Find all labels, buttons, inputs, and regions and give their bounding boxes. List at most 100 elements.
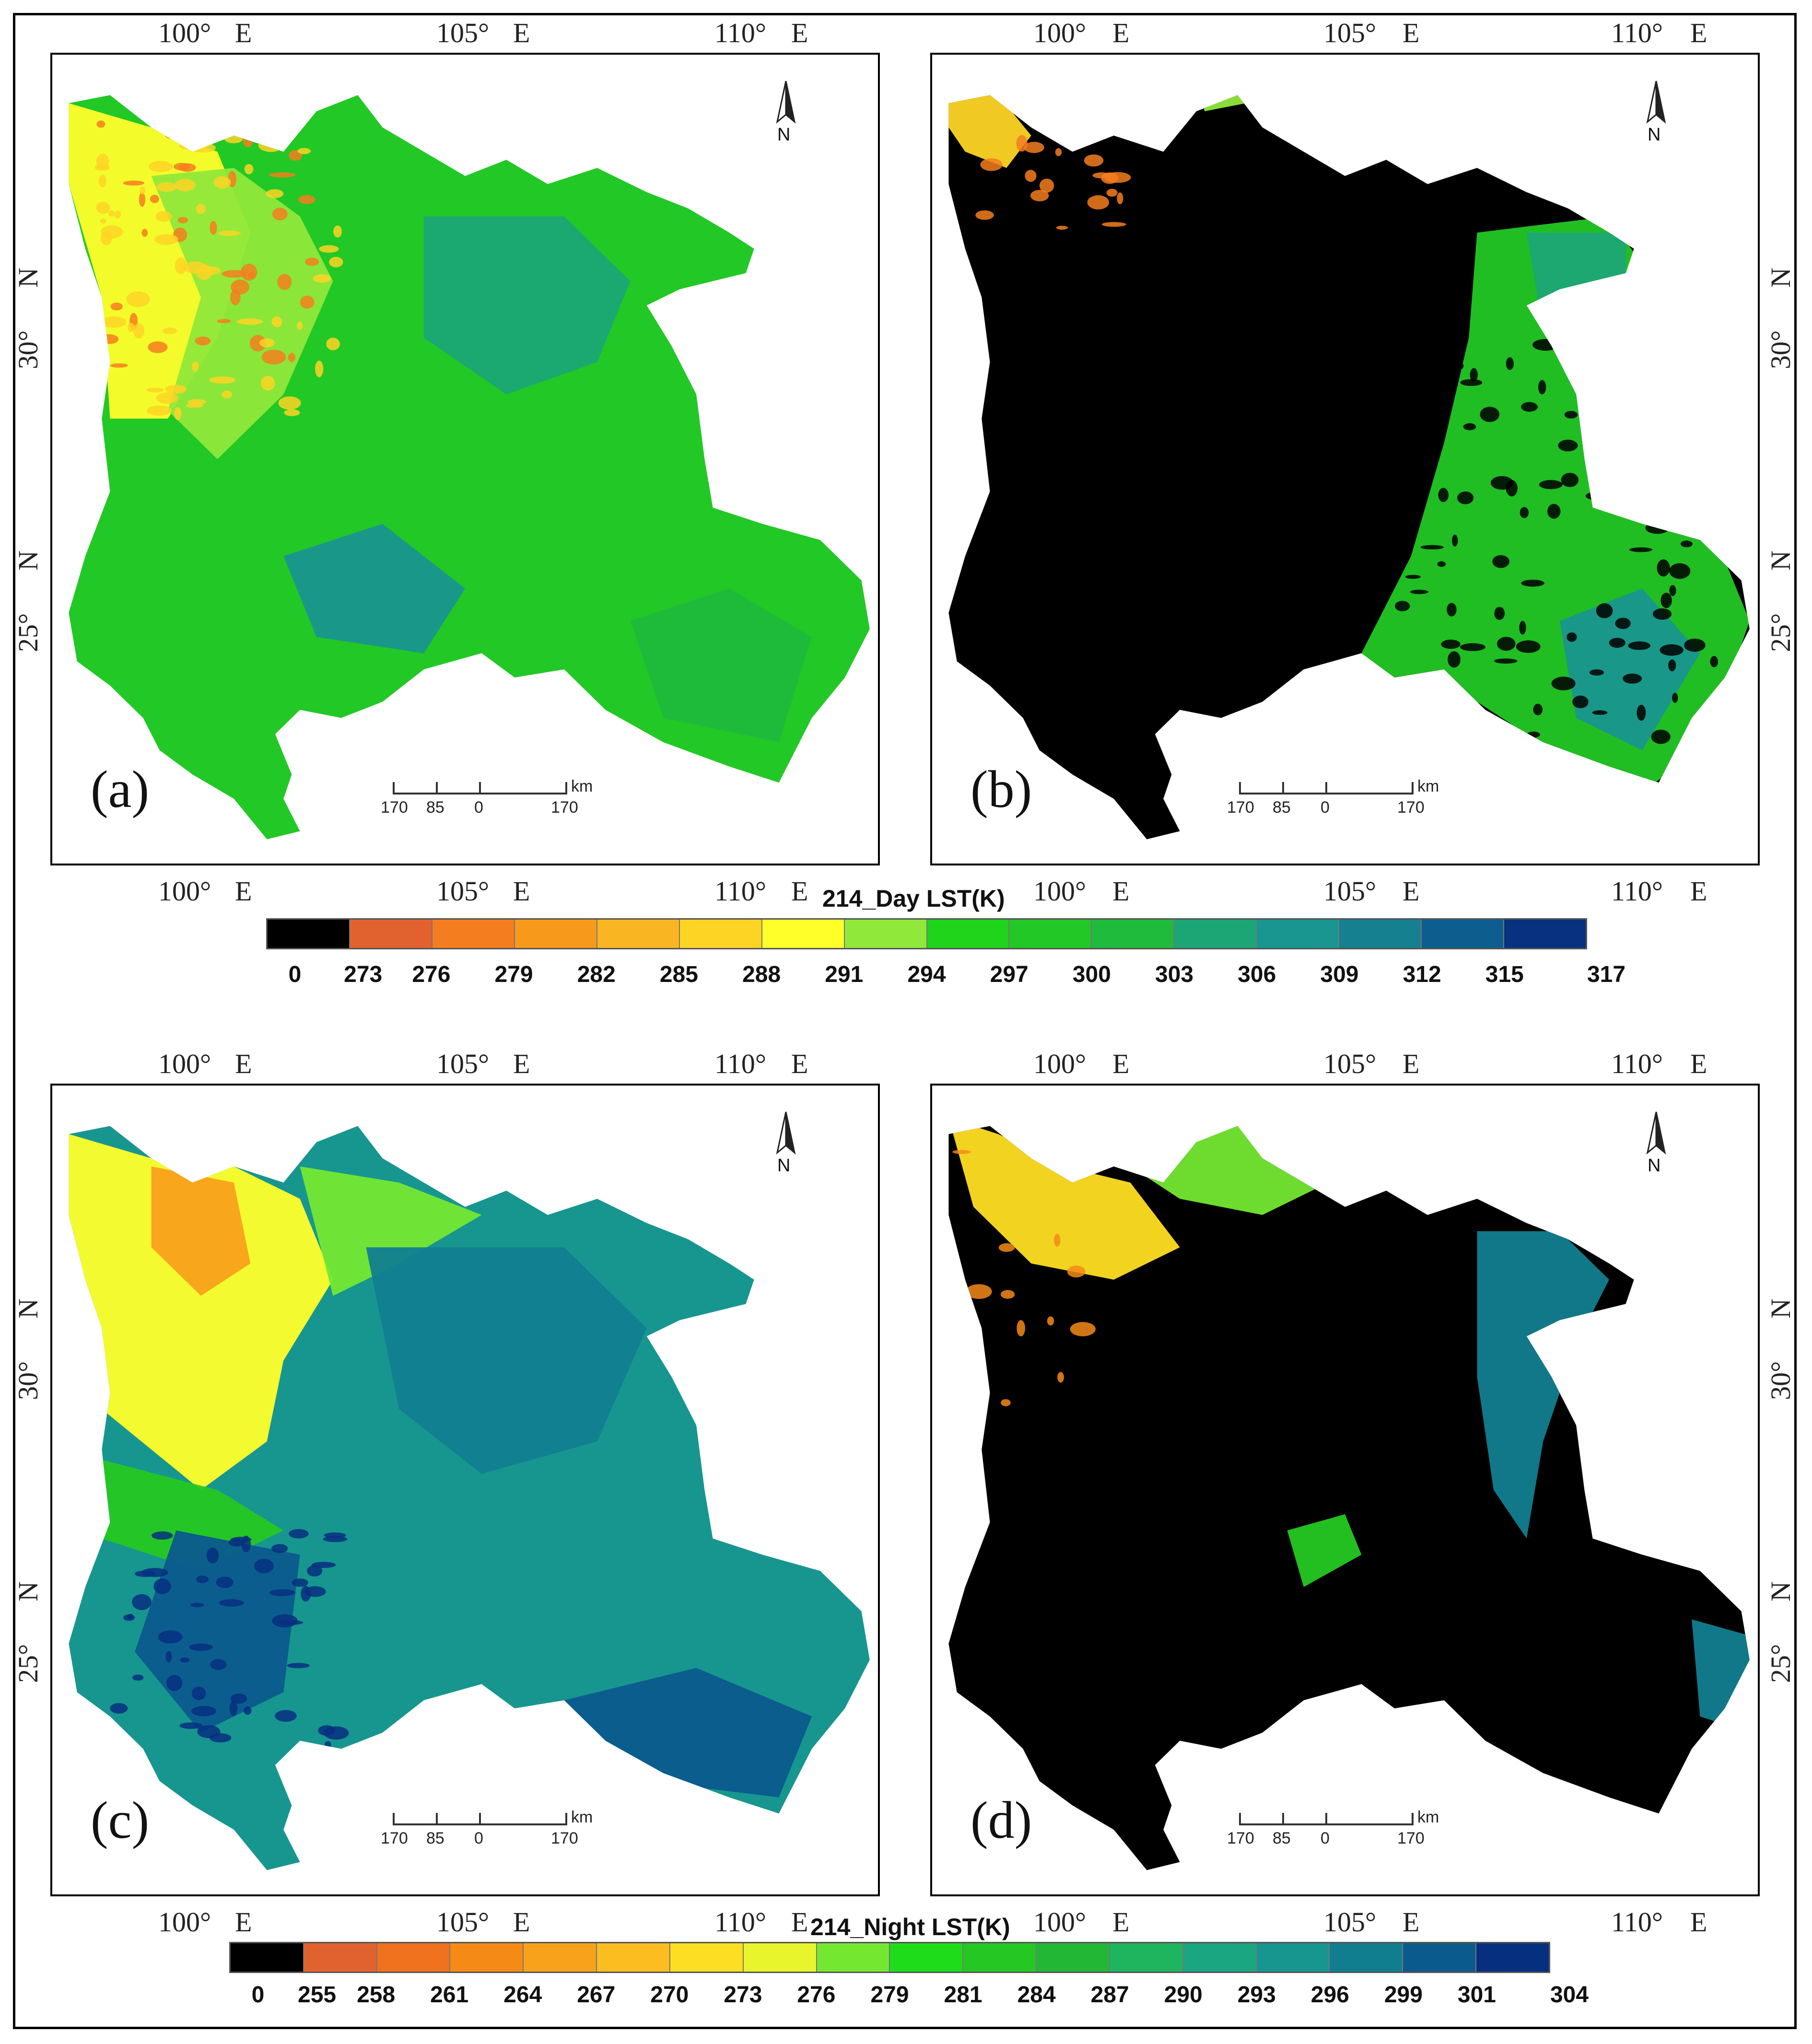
scale-segment	[1239, 1813, 1282, 1825]
map-panel-a: (a) N 170 85 0 170 km	[50, 53, 880, 865]
legend-tick: 282	[577, 962, 616, 987]
legend-swatch	[1422, 920, 1505, 948]
lst-zone	[151, 168, 333, 459]
map-canvas	[69, 1126, 870, 1870]
scale-tick: 170	[381, 798, 408, 817]
latitude-suffix: N	[12, 1581, 44, 1601]
legend-tick: 267	[577, 1982, 616, 2008]
legend-tick: 261	[430, 1982, 469, 2008]
legend-swatch	[1110, 1943, 1183, 1972]
legend-tick: 317	[1587, 962, 1626, 987]
figure-frame	[13, 13, 1797, 2029]
map-canvas	[948, 1126, 1750, 1870]
legend-tick: 258	[357, 1982, 396, 2008]
longitude-suffix: E	[235, 876, 252, 907]
north-arrow-icon: N	[1637, 1110, 1675, 1177]
lst-zone	[948, 1126, 1180, 1280]
scale-segment	[1282, 782, 1325, 794]
scale-tick: 170	[1227, 798, 1254, 817]
longitude-label: 110°	[1611, 1048, 1663, 1079]
longitude-suffix: E	[1112, 1048, 1130, 1079]
latitude-label: 30°	[1765, 330, 1796, 369]
north-arrow-icon: N	[1637, 79, 1675, 146]
legend-tick: 255	[298, 1982, 337, 2008]
scale-segment	[1325, 1813, 1412, 1825]
legend-tick: 301	[1457, 1982, 1496, 2008]
scale-segment	[393, 1813, 436, 1825]
legend-tick: 309	[1320, 962, 1359, 987]
scale-tick: 170	[1227, 1829, 1254, 1847]
legend-swatch	[1037, 1943, 1110, 1972]
legend-swatch	[450, 1943, 524, 1972]
longitude-suffix: E	[513, 876, 530, 907]
latitude-suffix: N	[12, 1298, 44, 1319]
latitude-label: 25°	[1765, 613, 1796, 652]
legend-tick-labels: 0 273 276 279 282 285 288 291 294 297 300 303 306 309…	[266, 961, 1625, 990]
scale-segment	[565, 782, 567, 794]
legend-tick: 306	[1238, 962, 1276, 987]
scale-segment	[1412, 1813, 1414, 1825]
legend-tick: 304	[1550, 1982, 1589, 2008]
latitude-label: 30°	[12, 1361, 44, 1400]
scale-segment	[393, 782, 436, 794]
longitude-label: 100°	[1033, 1048, 1087, 1079]
longitude-label: 100°	[1033, 17, 1087, 48]
north-label: N	[777, 1156, 791, 1176]
longitude-label: 105°	[1323, 876, 1377, 907]
longitude-label: 105°	[436, 876, 490, 907]
map-canvas	[948, 95, 1750, 840]
legend-tick: 279	[494, 962, 533, 987]
panel-label: (b)	[970, 760, 1032, 818]
scale-tick: 170	[1397, 1829, 1425, 1847]
panel-label: (d)	[970, 1791, 1032, 1849]
longitude-label: 100°	[158, 1906, 211, 1938]
longitude-suffix: E	[791, 17, 808, 48]
legend-swatch	[762, 920, 845, 948]
longitude-suffix: E	[513, 17, 530, 48]
scale-segment	[1282, 1813, 1325, 1825]
legend-swatch	[350, 920, 433, 948]
legend-swatch	[597, 1943, 670, 1972]
scale-segment	[479, 1813, 565, 1825]
longitude-suffix: E	[1112, 876, 1130, 907]
legend-tick: 279	[870, 1982, 909, 2008]
map-panel-c: (c) N 170 85 0 170 km	[50, 1084, 880, 1896]
map-panel-d: (d) N 170 85 0 170 km	[930, 1084, 1760, 1896]
legend-swatch	[1330, 1943, 1403, 1972]
legend-tick: 288	[742, 962, 781, 987]
legend-swatch	[670, 1943, 744, 1972]
longitude-label: 100°	[1033, 876, 1087, 907]
scale-segment	[436, 782, 479, 794]
longitude-label: 110°	[1611, 1906, 1663, 1938]
legend-tick: 270	[650, 1982, 689, 2008]
longitude-label: 110°	[714, 1906, 767, 1938]
legend-tick: 284	[1017, 1982, 1056, 2008]
legend-swatch	[1092, 920, 1175, 948]
latitude-label: 30°	[12, 330, 44, 369]
longitude-label: 105°	[1323, 17, 1377, 48]
legend-swatch	[1009, 920, 1092, 948]
north-label: N	[1648, 1156, 1661, 1176]
lst-zone	[69, 1134, 333, 1490]
longitude-label: 105°	[1323, 1048, 1377, 1079]
latitude-label: 25°	[1765, 1644, 1796, 1683]
scale-tick: 170	[1397, 798, 1425, 817]
legend-tick: 294	[907, 962, 946, 987]
scale-segment	[436, 1813, 479, 1825]
legend-tick: 276	[412, 962, 451, 987]
longitude-label: 110°	[714, 17, 767, 48]
legend-swatch	[1403, 1943, 1477, 1972]
longitude-suffix: E	[1690, 17, 1707, 48]
legend-swatch	[432, 920, 515, 948]
latitude-suffix: N	[12, 268, 44, 288]
lst-zone	[366, 1247, 647, 1474]
legend-swatch	[268, 920, 350, 948]
longitude-suffix: E	[1403, 1906, 1420, 1938]
legend-tick: 297	[990, 962, 1029, 987]
legend-title: 214_Day LST(K)	[822, 885, 1005, 912]
lst-zone	[630, 588, 812, 742]
scale-tick: 0	[474, 798, 483, 817]
panel-label: (c)	[91, 1791, 150, 1849]
lst-zone	[1526, 233, 1626, 330]
lst-zone	[1287, 1514, 1362, 1587]
